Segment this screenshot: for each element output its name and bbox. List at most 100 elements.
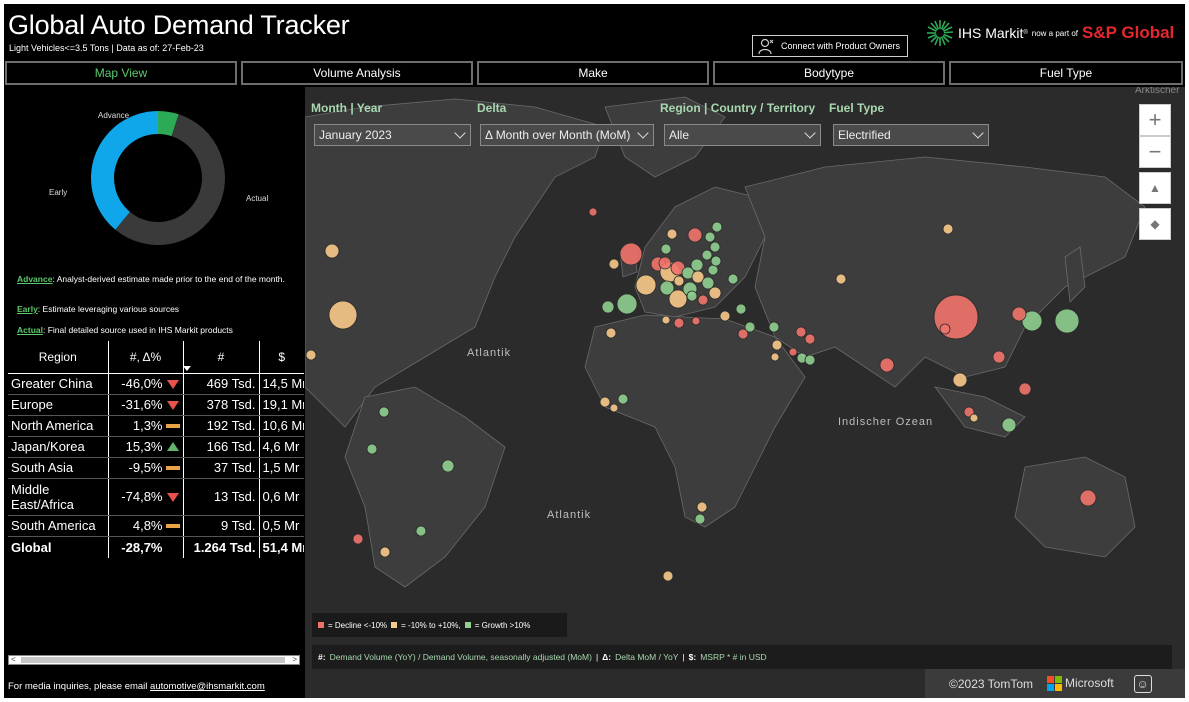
- map-bubble-decline[interactable]: [737, 328, 749, 340]
- map-bubble-decline[interactable]: [939, 323, 951, 335]
- map-bubble-decline[interactable]: [1011, 306, 1027, 322]
- map-bubble-growth[interactable]: [744, 321, 756, 333]
- table-row[interactable]: Europe -31,6% 378 Tsd. 19,1 Mr: [8, 394, 304, 416]
- donut-slice-early[interactable]: [91, 111, 158, 230]
- col-header-volume[interactable]: #: [183, 341, 260, 374]
- world-map[interactable]: Month | Year January 2023 Delta Δ Month …: [305, 87, 1185, 698]
- col-header-region[interactable]: Region: [8, 341, 109, 374]
- map-bubble-growth[interactable]: [601, 300, 615, 314]
- table-row[interactable]: Japan/Korea 15,3% 166 Tsd. 4,6 Mr: [8, 436, 304, 458]
- table-row[interactable]: Middle East/Africa -74,8% 13 Tsd. 0,6 Mr: [8, 478, 304, 516]
- tab-bodytype[interactable]: Bodytype: [713, 61, 945, 85]
- map-bubble-flat[interactable]: [708, 286, 722, 300]
- col-header-value[interactable]: $: [259, 341, 304, 374]
- tab-volume-analysis[interactable]: Volume Analysis: [241, 61, 473, 85]
- map-bubble-flat[interactable]: [379, 546, 391, 558]
- map-bubble-decline[interactable]: [619, 242, 643, 266]
- map-bubble-decline[interactable]: [933, 294, 979, 340]
- map-bubble-growth[interactable]: [366, 443, 378, 455]
- map-bubble-flat[interactable]: [942, 223, 954, 235]
- map-bubble-growth[interactable]: [1054, 308, 1080, 334]
- map-bubble-growth[interactable]: [694, 513, 706, 525]
- map-bubble-decline[interactable]: [687, 227, 703, 243]
- region-select[interactable]: Alle: [664, 124, 821, 146]
- scroll-right-icon[interactable]: >: [292, 655, 297, 664]
- map-bubble-decline[interactable]: [658, 256, 672, 270]
- map-bubble-growth[interactable]: [378, 406, 390, 418]
- map-bubble-growth[interactable]: [686, 290, 698, 302]
- map-bubble-flat[interactable]: [771, 339, 783, 351]
- map-bubble-flat[interactable]: [305, 349, 317, 361]
- map-bubble-decline[interactable]: [879, 357, 895, 373]
- map-bubble-growth[interactable]: [441, 459, 455, 473]
- donut-slice-advance[interactable]: [158, 111, 179, 137]
- feedback-smiley-icon[interactable]: ☺: [1133, 674, 1152, 693]
- map-bubble-flat[interactable]: [608, 258, 620, 270]
- map-bubble-flat[interactable]: [661, 315, 671, 325]
- map-bubble-flat[interactable]: [673, 275, 685, 287]
- table-row[interactable]: North America 1,3% 192 Tsd. 10,6 Mr: [8, 415, 304, 437]
- map-bubble-flat[interactable]: [969, 413, 979, 423]
- map-bubble-growth[interactable]: [616, 293, 638, 315]
- map-bubble-flat[interactable]: [635, 274, 657, 296]
- map-bubble-decline[interactable]: [588, 207, 598, 217]
- map-bubble-growth[interactable]: [704, 231, 716, 243]
- map-bubble-decline[interactable]: [1018, 382, 1032, 396]
- map-bubble-flat[interactable]: [952, 372, 968, 388]
- map-bubble-growth[interactable]: [804, 354, 816, 366]
- map-bubble-flat[interactable]: [719, 310, 731, 322]
- map-bubble-decline[interactable]: [691, 316, 701, 326]
- map-bubble-growth[interactable]: [768, 321, 780, 333]
- map-bubble-flat[interactable]: [324, 243, 340, 259]
- table-row[interactable]: South Asia -9,5% 37 Tsd. 1,5 Mr: [8, 457, 304, 479]
- month-select[interactable]: January 2023: [314, 124, 471, 146]
- map-bubble-decline[interactable]: [697, 294, 709, 306]
- compass-button[interactable]: ◆: [1139, 208, 1171, 240]
- table-row[interactable]: Greater China -46,0% 469 Tsd. 14,5 Mr: [8, 373, 304, 395]
- map-bubble-growth[interactable]: [1021, 310, 1043, 332]
- map-bubble-flat[interactable]: [696, 501, 708, 513]
- map-bubble-decline[interactable]: [804, 333, 816, 345]
- map-bubble-growth[interactable]: [727, 273, 739, 285]
- table-horizontal-scrollbar[interactable]: < >: [8, 655, 300, 665]
- map-bubble-decline[interactable]: [795, 326, 807, 338]
- map-bubble-growth[interactable]: [701, 276, 715, 290]
- map-bubble-flat[interactable]: [835, 273, 847, 285]
- map-bubble-flat[interactable]: [605, 327, 617, 339]
- map-bubble-growth[interactable]: [735, 303, 747, 315]
- map-bubble-flat[interactable]: [609, 403, 619, 413]
- tab-make[interactable]: Make: [477, 61, 709, 85]
- scroll-left-icon[interactable]: <: [11, 655, 16, 664]
- map-bubble-flat[interactable]: [668, 289, 688, 309]
- world-map-canvas[interactable]: [305, 87, 1185, 698]
- map-bubble-flat[interactable]: [328, 300, 358, 330]
- zoom-in-button[interactable]: +: [1139, 104, 1171, 136]
- map-bubble-growth[interactable]: [707, 264, 719, 276]
- col-header-delta[interactable]: #, Δ%: [108, 341, 191, 374]
- map-bubble-flat[interactable]: [666, 228, 678, 240]
- scroll-thumb[interactable]: [21, 657, 285, 663]
- connect-product-owners-button[interactable]: Connect with Product Owners: [752, 35, 908, 57]
- fuel-select[interactable]: Electrified: [833, 124, 989, 146]
- map-bubble-flat[interactable]: [599, 396, 611, 408]
- map-bubble-decline[interactable]: [788, 347, 798, 357]
- map-bubble-growth[interactable]: [709, 241, 721, 253]
- map-bubble-decline[interactable]: [673, 317, 685, 329]
- map-bubble-growth[interactable]: [711, 221, 723, 233]
- map-bubble-decline[interactable]: [1079, 489, 1097, 507]
- map-bubble-growth[interactable]: [659, 280, 675, 296]
- map-bubble-flat[interactable]: [770, 352, 780, 362]
- map-bubble-decline[interactable]: [352, 533, 364, 545]
- map-bubble-growth[interactable]: [701, 249, 713, 261]
- map-bubble-growth[interactable]: [1001, 417, 1017, 433]
- map-bubble-decline[interactable]: [992, 350, 1006, 364]
- media-email-link[interactable]: automotive@ihsmarkit.com: [150, 681, 265, 692]
- tab-fuel-type[interactable]: Fuel Type: [949, 61, 1183, 85]
- map-bubble-growth[interactable]: [660, 243, 672, 255]
- map-bubble-growth[interactable]: [690, 258, 704, 272]
- tab-map-view[interactable]: Map View: [5, 61, 237, 85]
- donut-slice-actual[interactable]: [115, 114, 225, 245]
- map-bubble-flat[interactable]: [662, 570, 674, 582]
- map-bubble-growth[interactable]: [710, 255, 722, 267]
- table-row[interactable]: South America 4,8% 9 Tsd. 0,5 Mr: [8, 515, 304, 537]
